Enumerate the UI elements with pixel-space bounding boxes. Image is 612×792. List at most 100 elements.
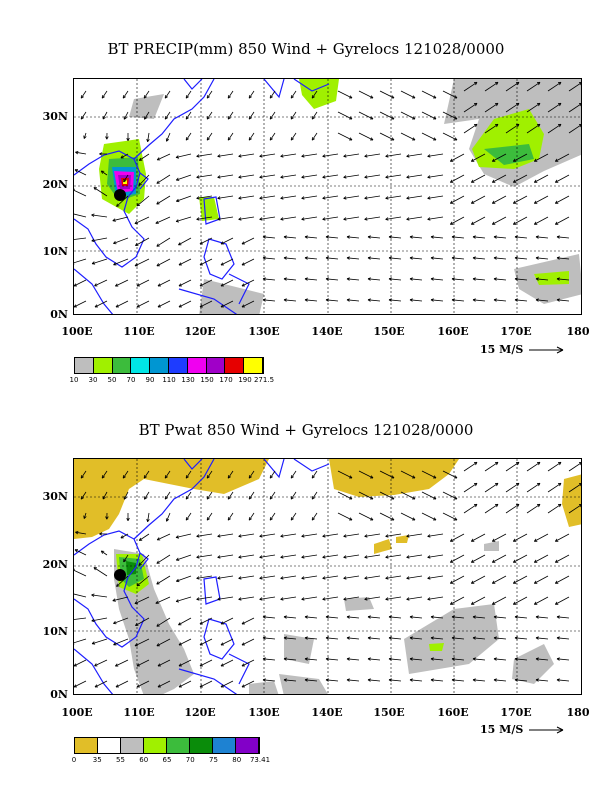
- wind-arrowhead: [196, 154, 200, 158]
- wind-arrow: [280, 533, 297, 537]
- wind-arrow: [568, 124, 581, 134]
- wind-arrowhead: [74, 169, 78, 173]
- wind-arrow: [115, 300, 129, 308]
- wind-arrow: [364, 575, 381, 579]
- wind-arrowhead: [557, 102, 562, 107]
- wind-arrowhead: [343, 576, 347, 580]
- wind-arrow: [227, 111, 234, 120]
- wind-arrowhead: [346, 256, 350, 260]
- wind-arrowhead: [494, 102, 499, 107]
- wind-arrow: [259, 216, 276, 220]
- colorbar-swatch: [131, 358, 151, 373]
- wind-arrowhead: [364, 555, 368, 559]
- panel2-xlabel: 120E: [184, 706, 216, 719]
- wind-arrow: [514, 299, 528, 302]
- wind-arrowhead: [301, 597, 305, 601]
- wind-arrow: [74, 569, 87, 577]
- wind-arrowhead: [578, 103, 581, 107]
- wind-arrow: [94, 659, 108, 667]
- wind-arrow: [358, 90, 374, 99]
- wind-arrowhead: [199, 241, 203, 245]
- wind-arrowhead: [536, 81, 541, 86]
- wind-arrowhead: [535, 235, 539, 239]
- wind-arrow: [115, 659, 129, 667]
- wind-arrowhead: [143, 475, 147, 479]
- wind-arrow: [80, 111, 87, 120]
- wind-arrow: [400, 470, 416, 479]
- colorbar-swatch: [75, 358, 94, 373]
- wind-arrow: [123, 491, 129, 500]
- wind-arrowhead: [138, 157, 143, 161]
- wind-arrowhead: [241, 241, 245, 245]
- wind-arrowhead: [554, 200, 559, 204]
- wind-arrow: [379, 90, 395, 99]
- wind-arrowhead: [556, 277, 560, 281]
- wind-arrow: [568, 462, 581, 472]
- wind-arrowhead: [412, 475, 416, 479]
- wind-arrowhead: [367, 636, 371, 640]
- wind-arrowhead: [220, 304, 224, 308]
- wind-arrowhead: [388, 657, 392, 661]
- wind-arrow: [492, 216, 507, 225]
- colorbar-tick-label: 50: [107, 376, 117, 384]
- wind-arrowhead: [385, 555, 389, 559]
- wind-arrowhead: [185, 475, 189, 479]
- wind-arrow: [358, 512, 374, 521]
- wind-arrowhead: [196, 576, 200, 580]
- colorbar-tick-label: 70: [185, 756, 195, 764]
- wind-arrowhead: [269, 137, 273, 141]
- wind-arrowhead: [301, 175, 305, 179]
- wind-arrowhead: [135, 622, 139, 626]
- wind-arrow: [505, 102, 520, 113]
- wind-arrowhead: [74, 549, 78, 553]
- wind-arrowhead: [259, 175, 263, 179]
- wind-arrow: [123, 554, 129, 563]
- wind-arrow: [157, 279, 171, 287]
- colorbar-tick-label: 30: [88, 376, 98, 384]
- colorbar-swatch: [150, 358, 169, 373]
- wind-arrowhead: [433, 475, 437, 479]
- wind-arrowhead: [301, 154, 305, 158]
- wind-arrowhead: [262, 277, 266, 281]
- wind-arrow: [451, 257, 465, 260]
- wind-arrowhead: [556, 678, 560, 682]
- wind-arrowhead: [406, 555, 410, 559]
- wind-arrowhead: [199, 283, 203, 287]
- wind-arrow: [450, 554, 465, 563]
- wind-arrowhead: [472, 298, 476, 302]
- wind-arrowhead: [178, 304, 182, 308]
- wind-arrowhead: [322, 175, 326, 179]
- wind-arrowhead: [146, 138, 150, 143]
- wind-arrowhead: [346, 636, 350, 640]
- wind-arrow: [409, 278, 423, 281]
- wind-arrowhead: [364, 217, 368, 221]
- wind-arrow: [185, 90, 192, 99]
- wind-arrowhead: [156, 537, 161, 541]
- wind-arrowhead: [155, 600, 159, 604]
- wind-arrow: [178, 237, 192, 246]
- colorbar-tick-label: 271.5: [253, 376, 275, 384]
- wind-arrowhead: [473, 461, 478, 466]
- wind-arrowhead: [304, 657, 308, 661]
- wind-arrowhead: [325, 256, 329, 260]
- wind-arrowhead: [136, 283, 140, 287]
- wind-arrowhead: [94, 283, 98, 287]
- wind-arrowhead: [493, 256, 497, 260]
- wind-arrowhead: [114, 283, 119, 287]
- wind-arrow: [379, 470, 395, 479]
- wind-arrowhead: [533, 200, 538, 204]
- gyre-marker: [114, 189, 126, 201]
- wind-arrow: [220, 237, 234, 245]
- wind-arrowhead: [493, 678, 497, 682]
- wind-arrowhead: [349, 517, 353, 521]
- wind-arrow: [238, 575, 255, 579]
- wind-arrowhead: [74, 188, 75, 192]
- wind-arrow: [138, 174, 150, 186]
- wind-arrow: [427, 575, 444, 579]
- wind-arrow: [492, 554, 507, 563]
- wind-arrowhead: [470, 179, 475, 183]
- wind-arrowhead: [449, 538, 454, 542]
- panel1-ylabel-20n: 20N: [42, 178, 68, 191]
- wind-arrowhead: [155, 220, 159, 224]
- wind-arrowhead: [99, 532, 103, 536]
